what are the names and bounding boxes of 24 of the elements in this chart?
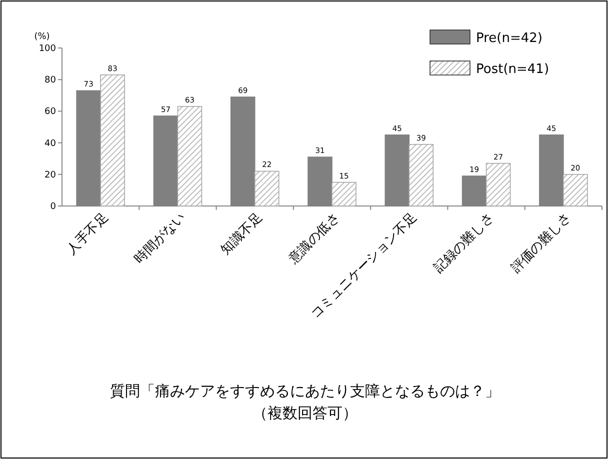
y-tick-label: 60 [44,107,56,118]
bar [254,170,280,206]
x-tick-label: 時間がない [132,210,189,267]
bar [408,144,434,206]
x-tick-label: 知識不足 [218,210,266,258]
x-tick-label: 記録の難しさ [431,210,498,276]
legend-label: Post(n=41) [476,62,550,77]
y-tick-label: 100 [38,44,56,54]
y-tick-label: 0 [50,202,56,212]
bar [100,74,125,206]
bar [486,162,511,206]
y-tick-label: 80 [44,76,56,86]
x-tick-label: 意識の低さ [286,210,343,268]
text: （複数回答可） [252,404,358,422]
text: 質問「痛みケアをすすめるにあたり支障となるものは？」 [110,382,500,400]
y-axis-title: (%) [34,32,50,42]
y-tick-label: 40 [44,138,56,149]
y-tick-label: 20 [44,170,56,180]
bar [332,182,356,206]
bar [563,174,588,206]
x-tick-label: 人手不足 [64,210,112,258]
bar [177,106,202,206]
legend-label: Pre(n=42) [476,31,542,46]
x-tick-label: 評価の難しさ [508,210,574,276]
